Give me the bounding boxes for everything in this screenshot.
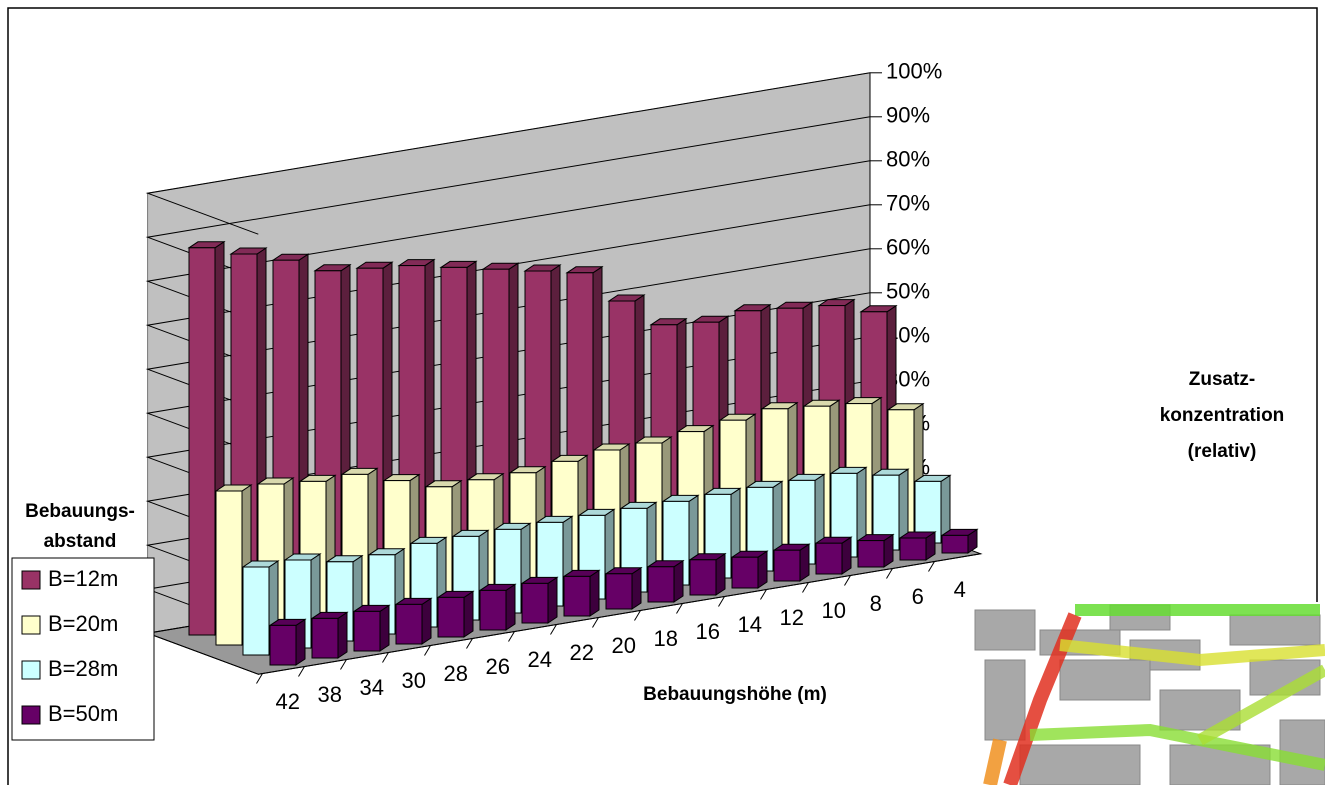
bar-front [900,538,926,560]
legend-label: B=12m [48,566,118,591]
building [985,660,1025,740]
x-tick-label: 22 [569,640,593,665]
bar [354,605,389,651]
building [1020,745,1140,785]
legend-title: abstand [44,531,117,552]
building [1060,660,1150,700]
street [990,740,1000,785]
x-tick-label: 10 [821,598,845,623]
legend-swatch [22,661,40,679]
building [1230,615,1320,645]
legend-swatch [22,706,40,724]
bar-front [564,576,590,616]
bar-side [506,584,515,630]
building [975,610,1035,650]
bar-front [189,248,215,635]
x-tick-label: 30 [401,668,425,693]
bar [816,537,851,574]
legend-label: B=20m [48,611,118,636]
bar [774,544,809,581]
legend-label: B=28m [48,656,118,681]
bar-side [590,570,599,616]
bar-side [548,577,557,623]
bar [690,554,725,595]
bar-front [690,560,716,595]
x-tick-label: 38 [317,682,341,707]
y-tick-label: 50% [886,279,930,304]
x-tick-label: 4 [954,577,966,602]
bar-front [270,625,296,665]
bar-side [296,619,305,665]
x-tick-label: 34 [359,675,383,700]
bar [858,535,893,567]
bar-front [216,491,242,645]
bar [522,577,557,623]
legend-title: Bebauungs- [25,501,135,522]
bar-side [716,554,725,595]
x-tick-label: 14 [737,612,761,637]
x-tick-label: 26 [485,654,509,679]
x-tick-label: 28 [443,661,467,686]
bar-side [632,568,641,609]
y-axis-title: konzentration [1160,405,1285,426]
chart: 0%10%20%30%40%50%60%70%80%90%100%4238343… [0,0,1325,785]
x-tick-label: 6 [912,584,924,609]
bar-side [422,598,431,644]
bar [942,529,977,553]
legend-swatch [22,571,40,589]
x-tick-label: 42 [275,689,299,714]
x-axis-title: Bebauungshöhe (m) [643,684,827,705]
x-tick-label: 24 [527,647,551,672]
bar [270,619,305,665]
y-tick-label: 90% [886,103,930,128]
y-tick-label: 80% [886,147,930,172]
legend-swatch [22,616,40,634]
bar [312,612,347,658]
x-tick-label: 16 [695,619,719,644]
bar-front [732,557,758,588]
x-tick-label: 18 [653,626,677,651]
bar-front [354,611,380,651]
bar-front [438,597,464,637]
bar [438,591,473,637]
bar [606,568,641,609]
y-tick-label: 70% [886,191,930,216]
x-tick-label: 20 [611,633,635,658]
bar [732,551,767,588]
bar-side [380,605,389,651]
bar [648,561,683,602]
bar-side [464,591,473,637]
bar-front [942,535,968,553]
bar-side [674,561,683,602]
x-tick-label: 12 [779,605,803,630]
y-tick-label: 60% [886,235,930,260]
bar-side [338,612,347,658]
bar-front [522,583,548,623]
y-tick-label: 100% [886,59,942,84]
x-tick-label: 8 [870,591,882,616]
bar-front [243,567,269,655]
bar-front [816,543,842,574]
bar-front [396,604,422,644]
bar-front [480,590,506,630]
y-axis-title: Zusatz- [1189,369,1256,390]
bar-front [858,541,884,567]
legend-label: B=50m [48,701,118,726]
bar-front [606,574,632,609]
bar-front [312,618,338,658]
bar [900,532,935,560]
inset-photo [972,602,1325,785]
y-axis-title: (relativ) [1188,441,1257,462]
bar [564,570,599,616]
bar [396,598,431,644]
bar-front [774,550,800,581]
bar-front [648,567,674,602]
bar [480,584,515,630]
